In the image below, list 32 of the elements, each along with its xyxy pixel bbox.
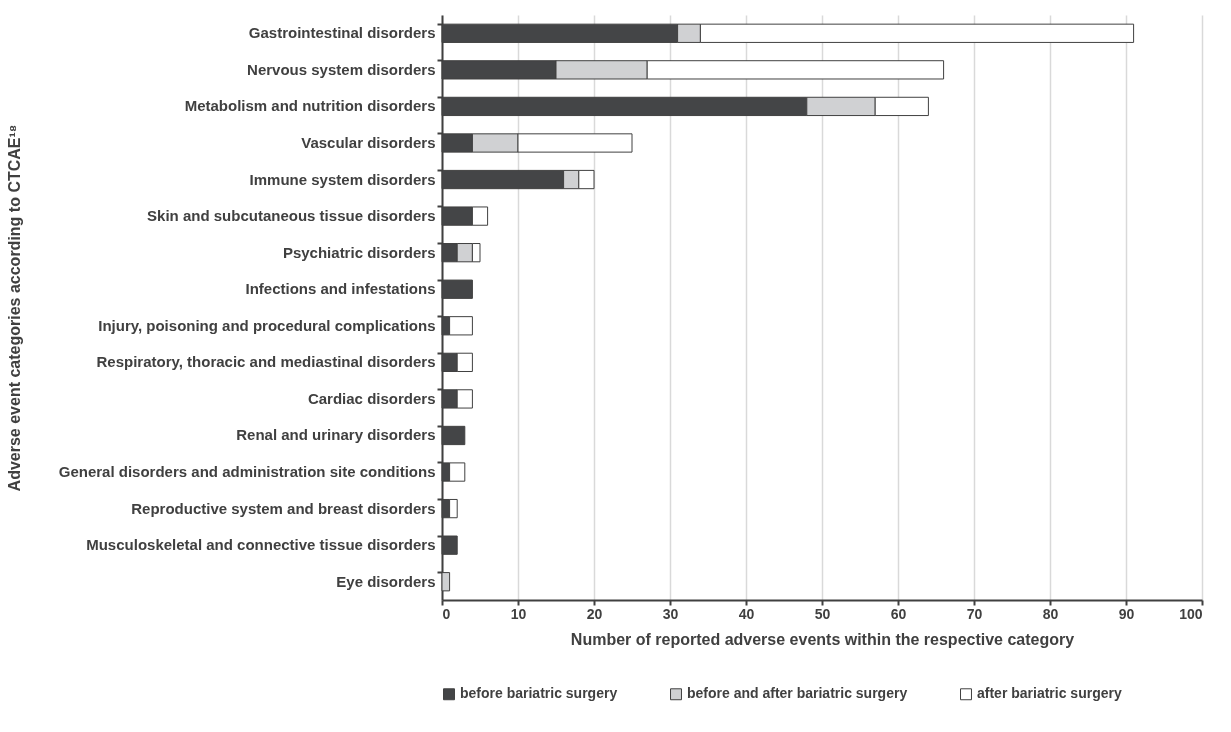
x-tick-label: 10 [510, 605, 527, 622]
x-tick-label: 60 [890, 605, 907, 622]
x-tick-label: 40 [738, 605, 755, 622]
y-tick-label: Immune system disorders [249, 170, 436, 188]
x-tick-label: 20 [586, 605, 603, 622]
y-tick-label: Cardiac disorders [307, 389, 436, 407]
y-tick-label: Injury, poisoning and procedural complications [98, 316, 436, 334]
x-tick-label: 50 [814, 605, 831, 622]
y-tick-label: Musculoskeletal and connective tissue disorders [86, 536, 436, 554]
legend-label: after bariatric surgery [977, 685, 1122, 702]
x-tick-label: 90 [1118, 605, 1135, 622]
y-tick-label: Vascular disorders [301, 133, 436, 151]
x-tick-label: 100 [1179, 605, 1203, 622]
x-tick-label: 80 [1042, 605, 1059, 622]
legend-label: before bariatric surgery [460, 685, 618, 702]
y-tick-label: Skin and subcutaneous tissue disorders [147, 207, 436, 225]
x-tick-label: 70 [966, 605, 983, 622]
y-tick-label: Psychiatric disorders [282, 243, 436, 261]
x-axis-title: Number of reported adverse events within the respective category [570, 630, 1075, 648]
x-tick-label: 30 [662, 605, 679, 622]
legend-label: before and after bariatric surgery [687, 685, 908, 702]
y-axis-title: Adverse event categories according to CTCAE¹⁸ [5, 124, 23, 492]
y-tick-label: Eye disorders [336, 572, 436, 590]
y-tick-label: Nervous system disorders [247, 60, 436, 78]
y-tick-label: General disorders and administration site conditions [58, 463, 436, 481]
x-tick-label: 0 [442, 605, 451, 622]
y-tick-label: Reproductive system and breast disorders [131, 499, 436, 517]
y-tick-label: Respiratory, thoracic and mediastinal disorders [96, 353, 436, 371]
y-tick-label: Metabolism and nutrition disorders [184, 97, 436, 115]
y-tick-label: Infections and infestations [245, 280, 436, 298]
y-tick-label: Renal and urinary disorders [236, 426, 436, 444]
y-tick-label: Gastrointestinal disorders [248, 24, 436, 42]
